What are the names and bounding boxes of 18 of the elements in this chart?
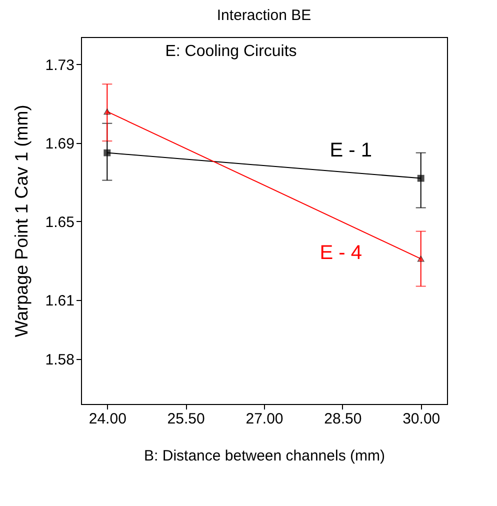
x-tick-label: 28.50 (324, 410, 362, 428)
x-axis-title: B: Distance between channels (mm) (144, 448, 385, 464)
y-tick-label: 1.58 (45, 351, 74, 368)
series-label: E - 1 (330, 139, 372, 162)
annotation: E: Cooling Circuits (165, 43, 297, 60)
chart-title: Interaction BE (216, 7, 312, 24)
y-tick-label: 1.61 (45, 292, 74, 310)
x-tick-label: 25.50 (167, 410, 205, 428)
y-tick-label: 1.69 (45, 135, 74, 152)
point (104, 149, 111, 156)
y-tick-label: 1.65 (45, 214, 74, 231)
x-tick-label: 27.00 (246, 410, 284, 428)
x-tick-label: 24.00 (88, 410, 126, 428)
x-tick-label: 30.00 (402, 410, 440, 428)
point (417, 174, 424, 182)
y-axis-title: Warpage Point 1 Cav 1 (mm) (11, 104, 32, 338)
series-label: E - 4 (320, 242, 362, 264)
y-tick-label: 1.73 (45, 56, 74, 74)
